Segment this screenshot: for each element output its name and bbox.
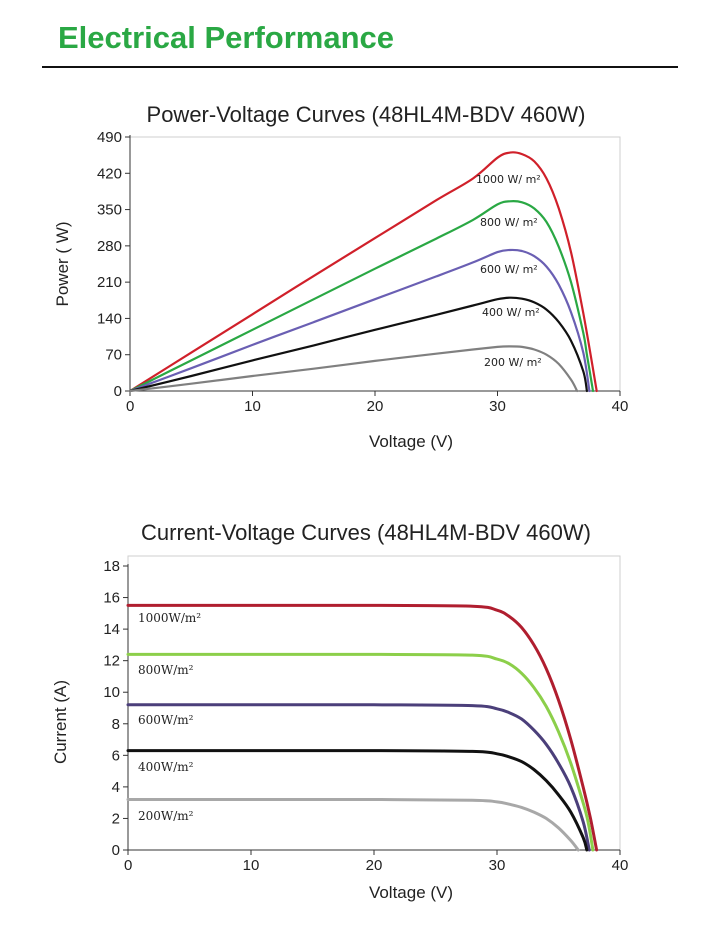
iv-x-tick-label: 0 bbox=[124, 857, 132, 874]
iv-y-tick-label: 2 bbox=[112, 810, 120, 827]
iv-series-line bbox=[126, 603, 599, 852]
pv-y-tick-label: 0 bbox=[114, 383, 122, 400]
iv-x-tick-label: 20 bbox=[366, 857, 383, 874]
iv-y-axis-label: Current (A) bbox=[51, 680, 70, 764]
pv-x-tick-label: 30 bbox=[489, 398, 506, 415]
iv-y-tick-label: 12 bbox=[103, 653, 120, 670]
iv-series-label: 200W/m² bbox=[138, 809, 194, 823]
iv-chart-title: Current-Voltage Curves (48HL4M-BDV 460W) bbox=[141, 520, 591, 545]
iv-series-line bbox=[126, 797, 580, 852]
title-divider bbox=[42, 66, 678, 68]
iv-series-label: 1000W/m² bbox=[138, 611, 201, 625]
pv-x-axis-label: Voltage (V) bbox=[369, 432, 453, 451]
pv-x-tick-label: 40 bbox=[612, 398, 629, 415]
pv-y-tick-label: 210 bbox=[97, 274, 122, 291]
pv-series-label: 200 W/ m² bbox=[484, 356, 542, 369]
iv-y-tick-label: 4 bbox=[112, 779, 120, 796]
pv-y-tick-label: 70 bbox=[105, 347, 122, 364]
current-voltage-chart: Current-Voltage Curves (48HL4M-BDV 460W)… bbox=[51, 520, 629, 902]
pv-y-tick-label: 490 bbox=[97, 129, 122, 146]
iv-series-line bbox=[126, 652, 595, 852]
iv-x-axis-label: Voltage (V) bbox=[369, 883, 453, 902]
pv-y-axis-label: Power ( W) bbox=[53, 222, 72, 307]
pv-y-tick-label: 280 bbox=[97, 238, 122, 255]
iv-y-tick-label: 18 bbox=[103, 558, 120, 575]
pv-y-tick-label: 420 bbox=[97, 165, 122, 182]
pv-x-tick-label: 10 bbox=[244, 398, 261, 415]
pv-series-line bbox=[128, 345, 579, 393]
iv-y-tick-label: 8 bbox=[112, 716, 120, 733]
iv-y-tick-label: 14 bbox=[103, 621, 120, 638]
iv-y-tick-label: 10 bbox=[103, 684, 120, 701]
pv-series-label: 800 W/ m² bbox=[480, 216, 538, 229]
pv-x-tick-label: 20 bbox=[367, 398, 384, 415]
pv-series-line bbox=[128, 248, 591, 393]
iv-series-line bbox=[126, 749, 589, 852]
iv-x-tick-label: 30 bbox=[489, 857, 506, 874]
pv-y-tick-label: 140 bbox=[97, 310, 122, 327]
pv-chart-title: Power-Voltage Curves (48HL4M-BDV 460W) bbox=[147, 102, 586, 127]
power-voltage-chart: Power-Voltage Curves (48HL4M-BDV 460W) 0… bbox=[53, 102, 629, 451]
iv-x-tick-label: 10 bbox=[243, 857, 260, 874]
pv-x-tick-label: 0 bbox=[126, 398, 134, 415]
pv-series-label: 1000 W/ m² bbox=[476, 173, 541, 186]
page-title: Electrical Performance bbox=[58, 20, 395, 55]
iv-y-tick-label: 16 bbox=[103, 590, 120, 607]
iv-series-label: 800W/m² bbox=[138, 663, 194, 677]
iv-series-line bbox=[126, 703, 591, 852]
pv-y-tick-label: 350 bbox=[97, 202, 122, 219]
pv-series-line bbox=[128, 200, 595, 393]
iv-x-tick-label: 40 bbox=[612, 857, 629, 874]
iv-plot-frame bbox=[127, 555, 621, 851]
iv-series-label: 600W/m² bbox=[138, 713, 194, 727]
pv-series-label: 600 W/ m² bbox=[480, 263, 538, 276]
iv-y-tick-label: 6 bbox=[112, 747, 120, 764]
iv-y-tick-label: 0 bbox=[112, 842, 120, 859]
pv-series-label: 400 W/ m² bbox=[482, 306, 540, 319]
pv-series-line bbox=[128, 296, 588, 393]
pv-plot-frame bbox=[129, 136, 621, 392]
iv-series-label: 400W/m² bbox=[138, 760, 194, 774]
pv-series-line bbox=[128, 151, 598, 393]
